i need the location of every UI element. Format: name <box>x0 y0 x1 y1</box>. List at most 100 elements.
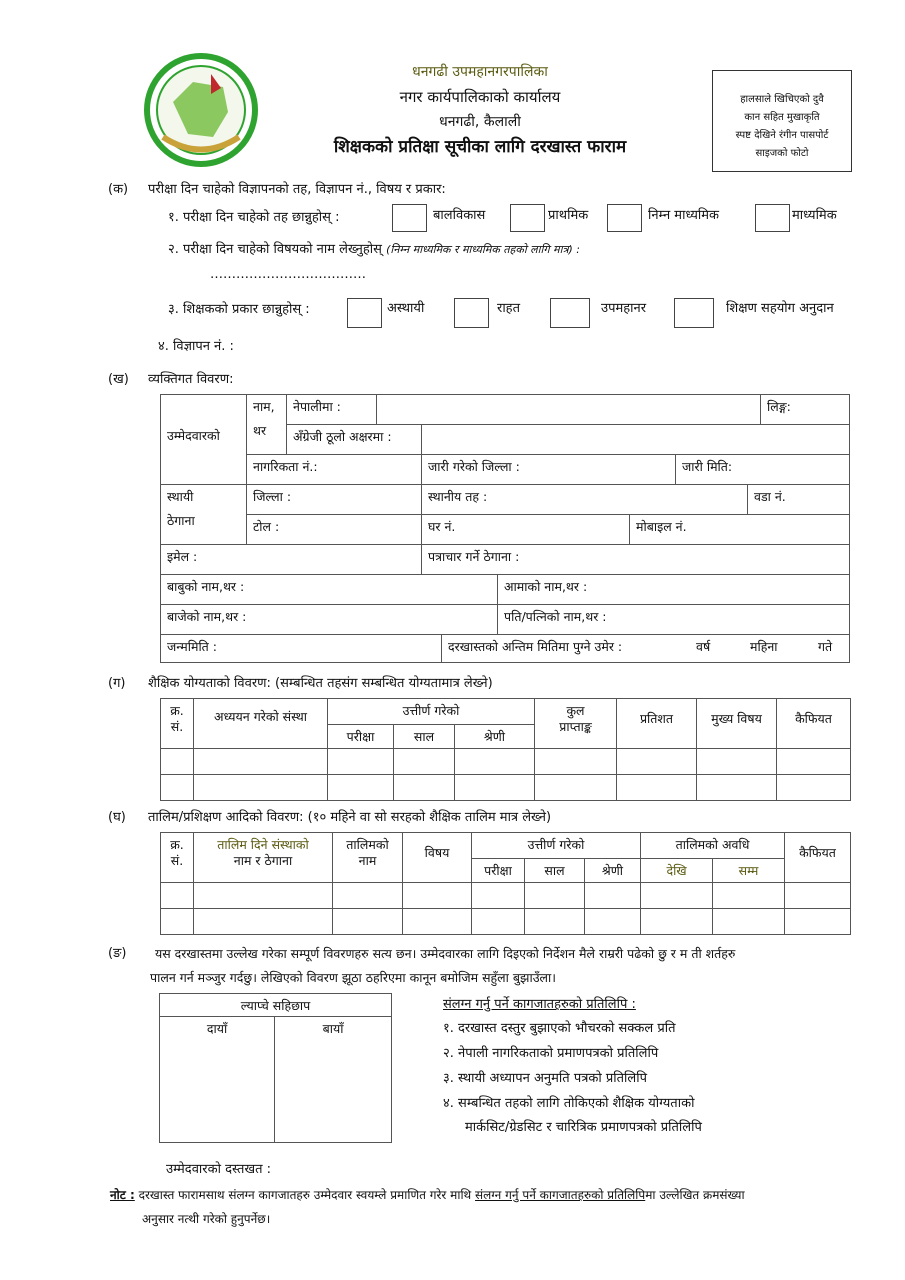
sn1: क्र. <box>170 703 184 718</box>
nepali-name-label: नेपालीमा : <box>286 394 377 425</box>
photo-text: साइजको फोटो <box>755 148 809 159</box>
checkbox-level-1[interactable] <box>392 204 427 232</box>
table-cell[interactable] <box>640 882 713 909</box>
table-cell[interactable] <box>584 908 641 935</box>
form-title: शिक्षकको प्रतिक्षा सूचीका लागि दरखास्त फ… <box>333 137 627 157</box>
spouse-name-field[interactable]: पति/पत्निको नाम,थर : <box>497 604 850 635</box>
table-cell[interactable] <box>160 908 194 935</box>
table-cell[interactable] <box>402 908 472 935</box>
tname2: नाम <box>358 853 377 868</box>
table-cell[interactable] <box>584 882 641 909</box>
checkbox-level-4[interactable] <box>755 204 790 232</box>
subject-input-dots[interactable]: ……………………………… <box>210 267 366 282</box>
header-division: श्रेणी <box>584 858 641 883</box>
age-field[interactable]: दरखास्तको अन्तिम मितिमा पुग्ने उमेर : वर… <box>441 634 850 663</box>
email-field[interactable]: इमेल : <box>160 544 422 575</box>
declaration-line-1: यस दरखास्तमा उल्लेख गरेका सम्पूर्ण विवरण… <box>155 946 736 961</box>
note: नोट : दरखास्त फारामसाथ संलग्न कागजातहरु … <box>110 1186 745 1204</box>
mobile-field[interactable]: मोबाइल नं. <box>629 514 850 545</box>
mother-name-field[interactable]: आमाको नाम,थर : <box>497 574 850 605</box>
table-cell[interactable] <box>524 882 585 909</box>
total1: कुल <box>566 703 585 718</box>
table-cell[interactable] <box>471 882 525 909</box>
table-cell[interactable] <box>393 748 455 775</box>
section-heading: शैक्षिक योग्यताको विवरण: (सम्बन्धित तहसं… <box>148 676 493 691</box>
english-name-field[interactable] <box>421 424 850 455</box>
section-label: (क) <box>108 182 129 197</box>
nepali-name-field[interactable] <box>376 394 761 425</box>
table-cell[interactable] <box>696 774 777 801</box>
table-cell[interactable] <box>784 908 851 935</box>
header-sn: क्र. सं. <box>160 832 194 883</box>
district-field[interactable]: जिल्ला : <box>246 484 422 515</box>
total2: प्राप्ताङ्क <box>559 719 592 734</box>
table-cell[interactable] <box>193 908 333 935</box>
father-name-field[interactable]: बाबुको नाम,थर : <box>160 574 498 605</box>
table-cell[interactable] <box>160 748 194 775</box>
table-cell[interactable] <box>784 882 851 909</box>
photo-text: हालसाले खिचिएको दुवै <box>740 94 824 105</box>
table-cell[interactable] <box>160 774 194 801</box>
table-cell[interactable] <box>454 774 535 801</box>
header-remarks: कैफियत <box>784 832 851 883</box>
table-cell[interactable] <box>616 748 697 775</box>
postal-address-field[interactable]: पत्राचार गर्ने ठेगाना : <box>421 544 850 575</box>
table-cell[interactable] <box>193 748 328 775</box>
days-label: गते <box>818 639 833 654</box>
right-thumb-field[interactable]: दायाँ <box>159 1016 275 1143</box>
table-cell[interactable] <box>524 908 585 935</box>
ward-field[interactable]: वडा नं. <box>747 484 850 515</box>
gender-field[interactable]: लिङ्ग: <box>760 394 850 425</box>
checkbox-type-1[interactable] <box>347 298 382 328</box>
checkbox-type-4[interactable] <box>674 298 714 328</box>
table-cell[interactable] <box>616 774 697 801</box>
section-heading: परीक्षा दिन चाहेको विज्ञापनको तह, विज्ञा… <box>148 182 446 197</box>
table-cell[interactable] <box>332 882 403 909</box>
table-cell[interactable] <box>696 748 777 775</box>
table-cell[interactable] <box>471 908 525 935</box>
municipality-logo <box>144 53 258 167</box>
issued-district-field[interactable]: जारी गरेको जिल्ला : <box>421 454 676 485</box>
age-label: दरखास्तको अन्तिम मितिमा पुग्ने उमेर : <box>448 639 623 654</box>
table-cell[interactable] <box>534 748 617 775</box>
checkbox-type-2[interactable] <box>454 298 489 328</box>
header-year: साल <box>524 858 585 883</box>
table-cell[interactable] <box>776 774 851 801</box>
attachment-item: ४. सम्बन्धित तहको लागि तोकिएको शैक्षिक य… <box>443 1096 695 1111</box>
table-cell[interactable] <box>640 908 713 935</box>
signature-label: उम्मेदवारको दस्तखत : <box>166 1162 272 1177</box>
house-number-field[interactable]: घर नं. <box>421 514 630 545</box>
table-cell[interactable] <box>193 774 328 801</box>
tole-field[interactable]: टोल : <box>246 514 422 545</box>
table-cell[interactable] <box>393 774 455 801</box>
years-label: वर्ष <box>696 639 711 654</box>
dob-field[interactable]: जन्ममिति : <box>160 634 442 663</box>
table-cell[interactable] <box>712 908 785 935</box>
table-cell[interactable] <box>454 748 535 775</box>
table-cell[interactable] <box>193 882 333 909</box>
table-cell[interactable] <box>327 774 394 801</box>
perm-text: स्थायी <box>167 489 194 504</box>
citizenship-field[interactable]: नागरिकता नं.: <box>246 454 422 485</box>
table-cell[interactable] <box>534 774 617 801</box>
left-thumb-field[interactable]: बायाँ <box>274 1016 392 1143</box>
checkbox-level-2[interactable] <box>510 204 545 232</box>
table-cell[interactable] <box>327 748 394 775</box>
section-heading: तालिम/प्रशिक्षण आदिको विवरण: (१० महिने व… <box>148 810 552 825</box>
header-remarks: कैफियत <box>776 698 851 749</box>
checkbox-level-3[interactable] <box>607 204 642 232</box>
issued-date-field[interactable]: जारी मिति: <box>675 454 850 485</box>
section-label: (ग) <box>108 676 126 691</box>
subject-question: २. परीक्षा दिन चाहेको विषयको नाम लेख्नुह… <box>168 241 580 259</box>
grandfather-name-field[interactable]: बाजेको नाम,थर : <box>160 604 498 635</box>
local-level-field[interactable]: स्थानीय तह : <box>421 484 748 515</box>
table-cell[interactable] <box>160 882 194 909</box>
address-text: ठेगाना <box>167 513 195 528</box>
checkbox-type-3[interactable] <box>550 298 590 328</box>
table-cell[interactable] <box>332 908 403 935</box>
english-name-label: अँग्रेजी ठूलो अक्षरमा : <box>286 424 422 455</box>
table-cell[interactable] <box>402 882 472 909</box>
table-cell[interactable] <box>712 882 785 909</box>
table-cell[interactable] <box>776 748 851 775</box>
